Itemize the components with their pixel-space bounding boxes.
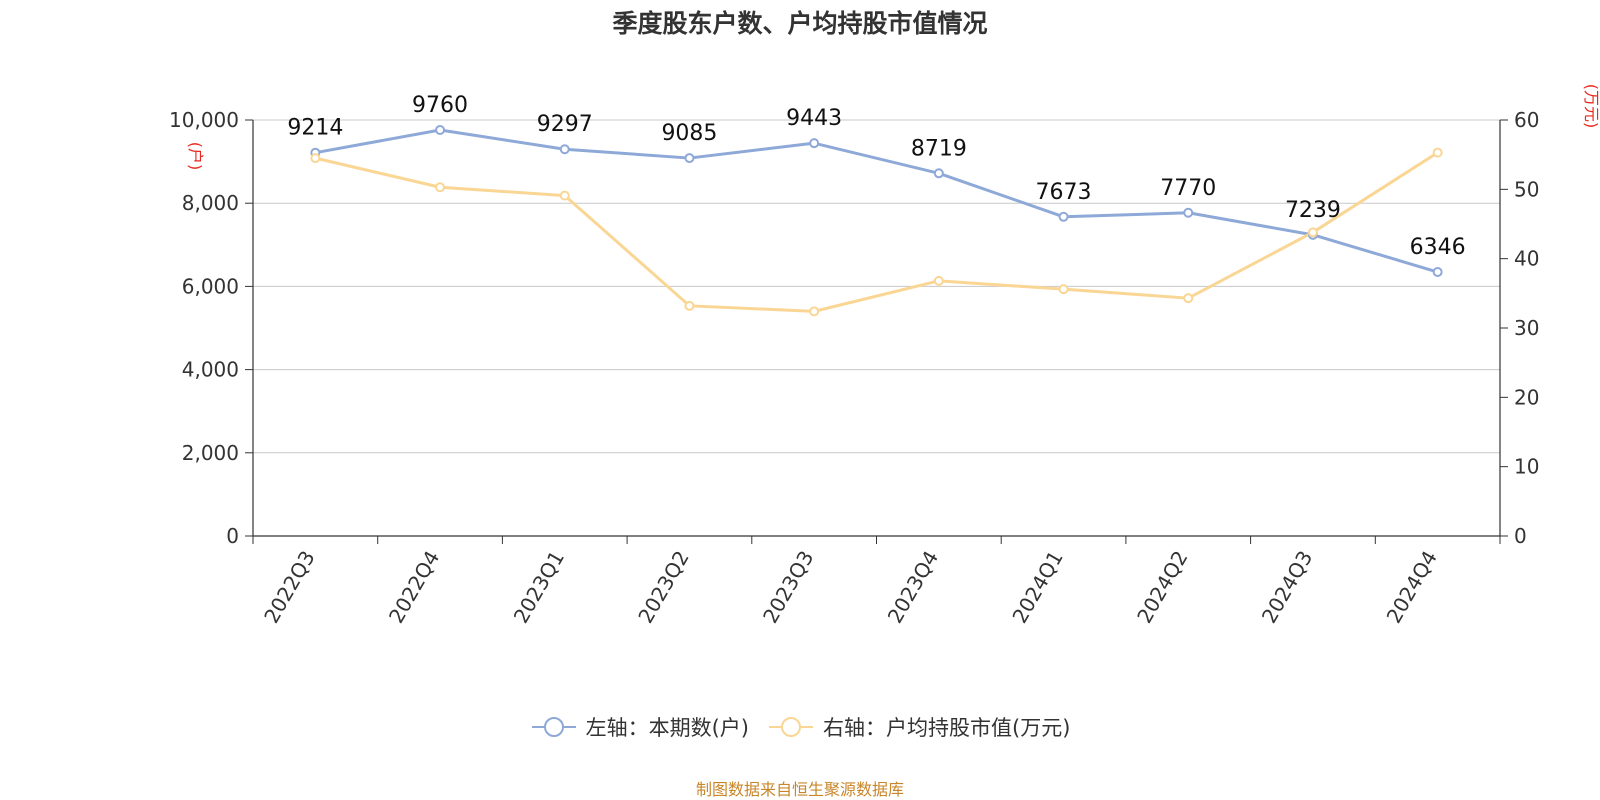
legend-item-avg-value[interactable]: 右轴：户均持股市值(万元) bbox=[767, 712, 1070, 742]
data-point bbox=[559, 190, 570, 201]
legend-label-avg-value: 右轴：户均持股市值(万元) bbox=[823, 716, 1071, 740]
data-label: 9443 bbox=[786, 106, 842, 131]
y-right-tick-label: 50 bbox=[1514, 177, 1539, 201]
data-label: 7673 bbox=[1036, 180, 1092, 205]
data-point bbox=[1432, 147, 1443, 158]
y-left-tick-label: 2,000 bbox=[182, 441, 239, 465]
x-tick-label: 2024Q4 bbox=[1382, 547, 1442, 628]
x-tick-label: 2022Q3 bbox=[259, 547, 319, 628]
y-right-tick-label: 0 bbox=[1514, 524, 1527, 548]
series bbox=[310, 124, 1443, 317]
data-point bbox=[435, 182, 446, 193]
data-label: 9297 bbox=[537, 112, 593, 137]
series-line bbox=[315, 151, 1439, 313]
legend-line-circle-icon bbox=[769, 717, 813, 737]
data-label: 9214 bbox=[287, 116, 343, 141]
y-left-axis-unit-label: (户) bbox=[186, 142, 205, 171]
data-point bbox=[310, 153, 321, 164]
axes: 0 2,000 4,000 6,000 8,000 10,000 0 10 20 30 40 50 60… bbox=[169, 84, 1600, 627]
series-line bbox=[315, 128, 1439, 274]
data-label: 8719 bbox=[911, 136, 967, 161]
data-point bbox=[933, 275, 944, 286]
x-tick-label: 2023Q2 bbox=[633, 547, 693, 628]
data-point bbox=[809, 138, 820, 149]
data-point bbox=[1183, 207, 1194, 218]
source-note: 制图数据来自恒生聚源数据库 bbox=[695, 780, 904, 799]
data-point bbox=[809, 306, 820, 317]
legend: 左轴：本期数(户) 右轴：户均持股市值(万元) bbox=[0, 712, 1600, 742]
data-point bbox=[684, 153, 695, 164]
y-left-tick-label: 6,000 bbox=[182, 274, 239, 298]
data-point bbox=[1058, 284, 1069, 295]
chart-title: 季度股东户数、户均持股市值情况 bbox=[612, 9, 988, 38]
legend-item-households[interactable]: 左轴：本期数(户) bbox=[530, 712, 749, 742]
data-label: 7239 bbox=[1285, 198, 1341, 223]
x-tick-label: 2024Q3 bbox=[1257, 547, 1317, 628]
data-point bbox=[559, 144, 570, 155]
x-tick-label: 2024Q1 bbox=[1007, 547, 1067, 628]
y-left-tick-label: 4,000 bbox=[182, 358, 239, 382]
data-point bbox=[1183, 293, 1194, 304]
y-left-tick-label: 10,000 bbox=[169, 108, 239, 132]
data-point bbox=[1432, 267, 1443, 278]
data-point bbox=[1058, 211, 1069, 222]
x-tick-label: 2023Q4 bbox=[883, 547, 943, 628]
x-tick-label: 2024Q2 bbox=[1132, 547, 1192, 628]
legend-label-households: 左轴：本期数(户) bbox=[585, 716, 749, 740]
data-point bbox=[1307, 227, 1318, 238]
y-right-tick-label: 60 bbox=[1514, 108, 1539, 132]
y-left-tick-label: 8,000 bbox=[182, 191, 239, 215]
data-label: 6346 bbox=[1410, 235, 1466, 260]
data-label: 7770 bbox=[1160, 176, 1216, 201]
data-label: 9760 bbox=[412, 93, 468, 118]
data-point bbox=[684, 300, 695, 311]
y-right-tick-label: 30 bbox=[1514, 316, 1539, 340]
grid-lines bbox=[253, 119, 1500, 454]
y-left-tick-label: 0 bbox=[226, 524, 239, 548]
x-tick-label: 2022Q4 bbox=[384, 547, 444, 628]
data-label: 9085 bbox=[661, 121, 717, 146]
y-right-tick-label: 40 bbox=[1514, 247, 1539, 271]
data-labels: 9214 9760 9297 9085 9443 8719 7673 7770 7239 6346 bbox=[287, 93, 1465, 260]
legend-line-circle-icon bbox=[531, 717, 576, 737]
x-tick-label: 2023Q1 bbox=[509, 547, 569, 628]
y-right-tick-label: 10 bbox=[1514, 455, 1539, 479]
y-right-axis-unit-label: (万元) bbox=[1582, 84, 1600, 129]
x-tick-label: 2023Q3 bbox=[758, 547, 818, 628]
data-point bbox=[933, 168, 944, 179]
y-right-tick-label: 20 bbox=[1514, 385, 1539, 409]
data-point bbox=[435, 124, 446, 135]
